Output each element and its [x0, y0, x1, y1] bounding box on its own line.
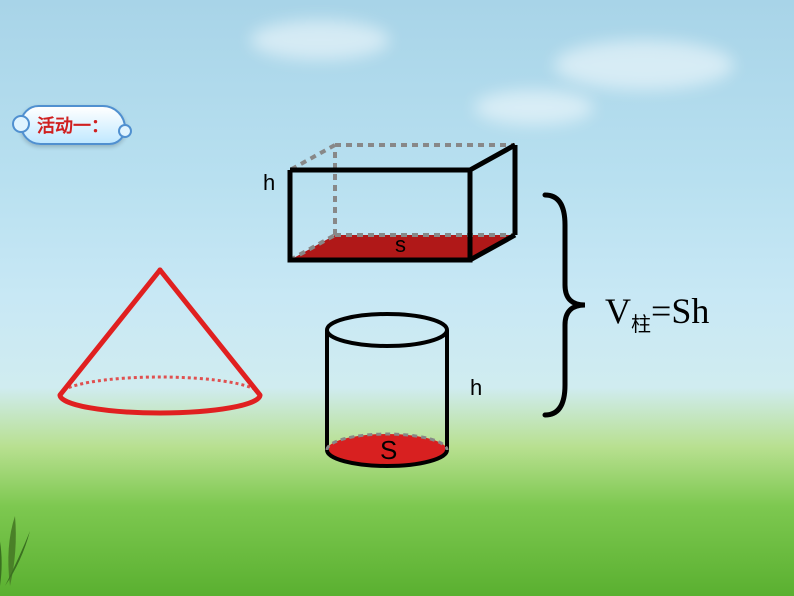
cone-right-side: [160, 270, 260, 395]
formula-equals: =: [651, 291, 671, 331]
grass-leaf: [8, 516, 15, 586]
diagram-container: h s h S: [0, 0, 794, 596]
cone-left-side: [60, 270, 160, 395]
formula-variable: V: [605, 291, 631, 331]
cylinder-height-label: h: [470, 375, 482, 401]
cone-base-back: [60, 377, 260, 395]
grass-decoration: [0, 511, 40, 591]
grass-leaf: [0, 521, 2, 586]
cuboid-area-label: s: [395, 232, 406, 258]
formula-subscript: 柱: [631, 314, 651, 336]
cylinder-top-ellipse: [327, 314, 447, 346]
volume-formula: V柱=Sh: [605, 290, 709, 337]
formula-expression: Sh: [671, 291, 709, 331]
cuboid-height-label: h: [263, 170, 275, 196]
cone-shape: [45, 260, 275, 420]
cuboid-right-top: [470, 145, 515, 170]
cuboid-back-edge: [290, 145, 335, 170]
brace: [535, 185, 595, 425]
brace-path: [545, 195, 585, 415]
cylinder-area-label: S: [380, 435, 397, 466]
cone-base-front: [60, 395, 260, 413]
